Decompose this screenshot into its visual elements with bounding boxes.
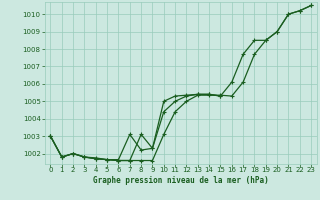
X-axis label: Graphe pression niveau de la mer (hPa): Graphe pression niveau de la mer (hPa) (93, 176, 269, 185)
